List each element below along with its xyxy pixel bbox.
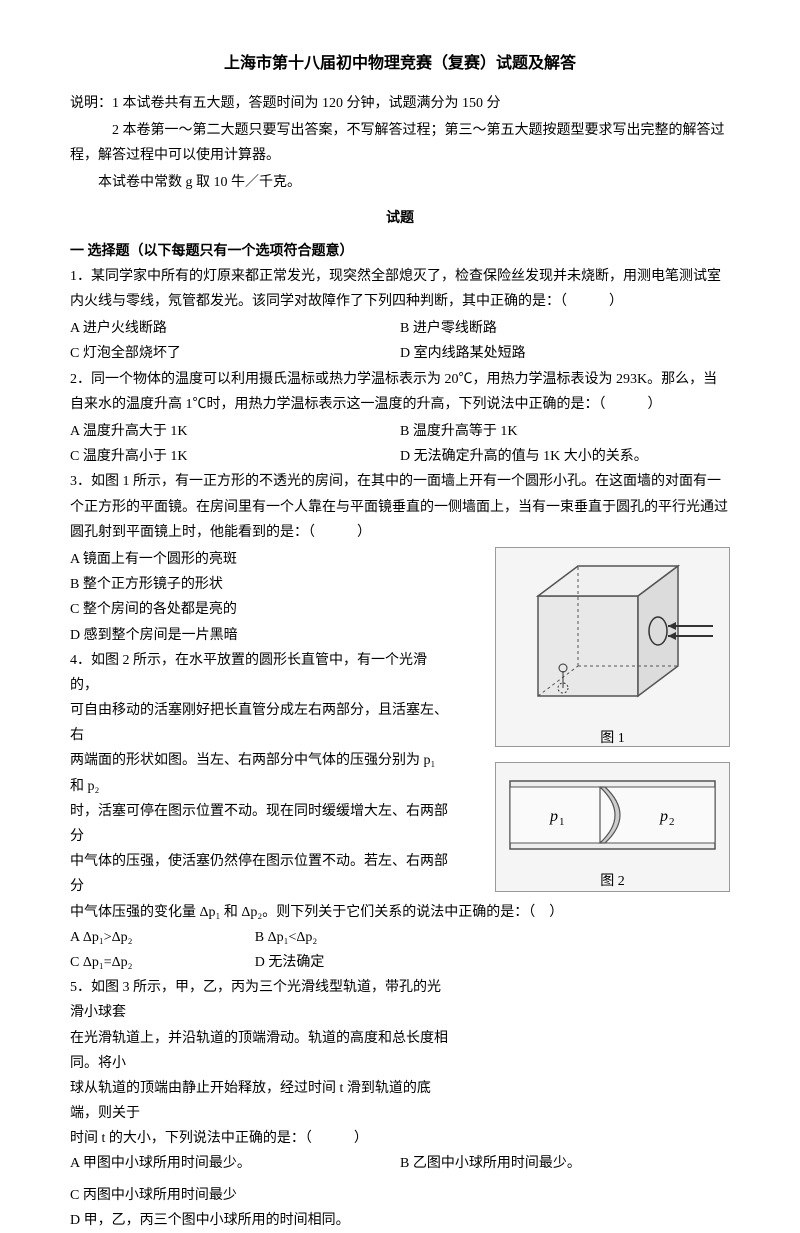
svg-text:p: p <box>549 808 558 825</box>
q4-line-3: 两端面的形状如图。当左、右两部分中气体的压强分别为 p₁ 和 p₂ <box>70 748 453 798</box>
figure-2: p 1 p 2 图 2 <box>495 762 730 892</box>
q4-line-4: 时，活塞可停在图示位置不动。现在同时缓缓增大左、右两部分 <box>70 799 453 849</box>
question-5: 5．如图 3 所示，甲，乙，丙为三个光滑线型轨道，带孔的光滑小球套 在光滑轨道上… <box>70 975 730 1233</box>
q3-option-c: C 整个房间的各处都是亮的 <box>70 597 453 622</box>
q1-option-c: C 灯泡全部烧坏了 <box>70 341 400 366</box>
q4-option-c: C Δp₁=Δp₂ <box>70 950 255 975</box>
svg-text:p: p <box>659 808 668 825</box>
q4-option-b: B Δp₁<Δp₂ <box>255 925 440 950</box>
q1-stem: 1．某同学家中所有的灯原来都正常发光，现突然全部熄灭了，检查保险丝发现并未烧断，… <box>70 264 730 314</box>
q5-option-d: D 甲，乙，丙三个图中小球所用的时间相同。 <box>70 1208 730 1233</box>
piston-diagram-icon: p 1 p 2 <box>505 769 720 861</box>
figure-1-label: 图 1 <box>496 724 729 753</box>
q1-option-d: D 室内线路某处短路 <box>400 341 730 366</box>
q5-line-4: 时间 t 的大小，下列说法中正确的是：（ ） <box>70 1126 453 1151</box>
svg-text:1: 1 <box>559 816 565 828</box>
q3-option-d: D 感到整个房间是一片黑暗 <box>70 623 453 648</box>
q5-line-1: 5．如图 3 所示，甲，乙，丙为三个光滑线型轨道，带孔的光滑小球套 <box>70 975 453 1025</box>
q2-stem: 2．同一个物体的温度可以利用摄氏温标或热力学温标表示为 20℃，用热力学温标表设… <box>70 367 730 417</box>
part1-title: 一 选择题（以下每题只有一个选项符合题意） <box>70 239 730 264</box>
q5-line-3: 球从轨道的顶端由静止开始释放，经过时间 t 滑到轨道的底端，则关于 <box>70 1076 453 1126</box>
q5-option-b: B 乙图中小球所用时间最少。 <box>400 1151 730 1176</box>
question-1: 1．某同学家中所有的灯原来都正常发光，现突然全部熄灭了，检查保险丝发现并未烧断，… <box>70 264 730 367</box>
q2-option-c: C 温度升高小于 1K <box>70 444 400 469</box>
figure-1: 图 1 <box>495 547 730 747</box>
section-header: 试题 <box>70 206 730 231</box>
q2-option-b: B 温度升高等于 1K <box>400 419 730 444</box>
q4-line-5: 中气体的压强，使活塞仍然停在图示位置不动。若左、右两部分 <box>70 849 453 899</box>
q4-line-6: 中气体压强的变化量 Δp₁ 和 Δp₂。则下列关于它们关系的说法中正确的是：（ … <box>70 900 730 925</box>
q2-option-a: A 温度升高大于 1K <box>70 419 400 444</box>
q4-option-a: A Δp₁>Δp₂ <box>70 925 255 950</box>
q4-line-2: 可自由移动的活塞刚好把长直管分成左右两部分，且活塞左、右 <box>70 698 453 748</box>
q1-option-b: B 进户零线断路 <box>400 316 730 341</box>
figure-2-label: 图 2 <box>496 867 729 896</box>
q4-line-1: 4．如图 2 所示，在水平放置的圆形长直管中，有一个光滑的， <box>70 648 453 698</box>
q5-option-a: A 甲图中小球所用时间最少。 <box>70 1151 400 1176</box>
q3-stem: 3．如图 1 所示，有一正方形的不透光的房间，在其中的一面墙上开有一个圆形小孔。… <box>70 469 730 545</box>
q4-option-d: D 无法确定 <box>255 950 440 975</box>
intro-line-3: 本试卷中常数 g 取 10 牛／千克。 <box>70 170 730 195</box>
page-title: 上海市第十八届初中物理竞赛（复赛）试题及解答 <box>70 50 730 79</box>
q3-option-a: A 镜面上有一个圆形的亮斑 <box>70 547 453 572</box>
cube-diagram-icon <box>508 556 718 716</box>
svg-text:2: 2 <box>669 816 675 828</box>
q3-option-b: B 整个正方形镜子的形状 <box>70 572 453 597</box>
q5-option-c: C 丙图中小球所用时间最少 <box>70 1183 730 1208</box>
intro-line-1: 说明：1 本试卷共有五大题，答题时间为 120 分钟，试题满分为 150 分 <box>70 91 730 116</box>
q2-option-d: D 无法确定升高的值与 1K 大小的关系。 <box>400 444 730 469</box>
intro-line-2: 2 本卷第一～第二大题只要写出答案，不写解答过程；第三～第五大题按题型要求写出完… <box>70 118 730 168</box>
question-2: 2．同一个物体的温度可以利用摄氏温标或热力学温标表示为 20℃，用热力学温标表设… <box>70 367 730 470</box>
q1-option-a: A 进户火线断路 <box>70 316 400 341</box>
q5-line-2: 在光滑轨道上，并沿轨道的顶端滑动。轨道的高度和总长度相同。将小 <box>70 1026 453 1076</box>
question-3: 3．如图 1 所示，有一正方形的不透光的房间，在其中的一面墙上开有一个圆形小孔。… <box>70 469 730 899</box>
